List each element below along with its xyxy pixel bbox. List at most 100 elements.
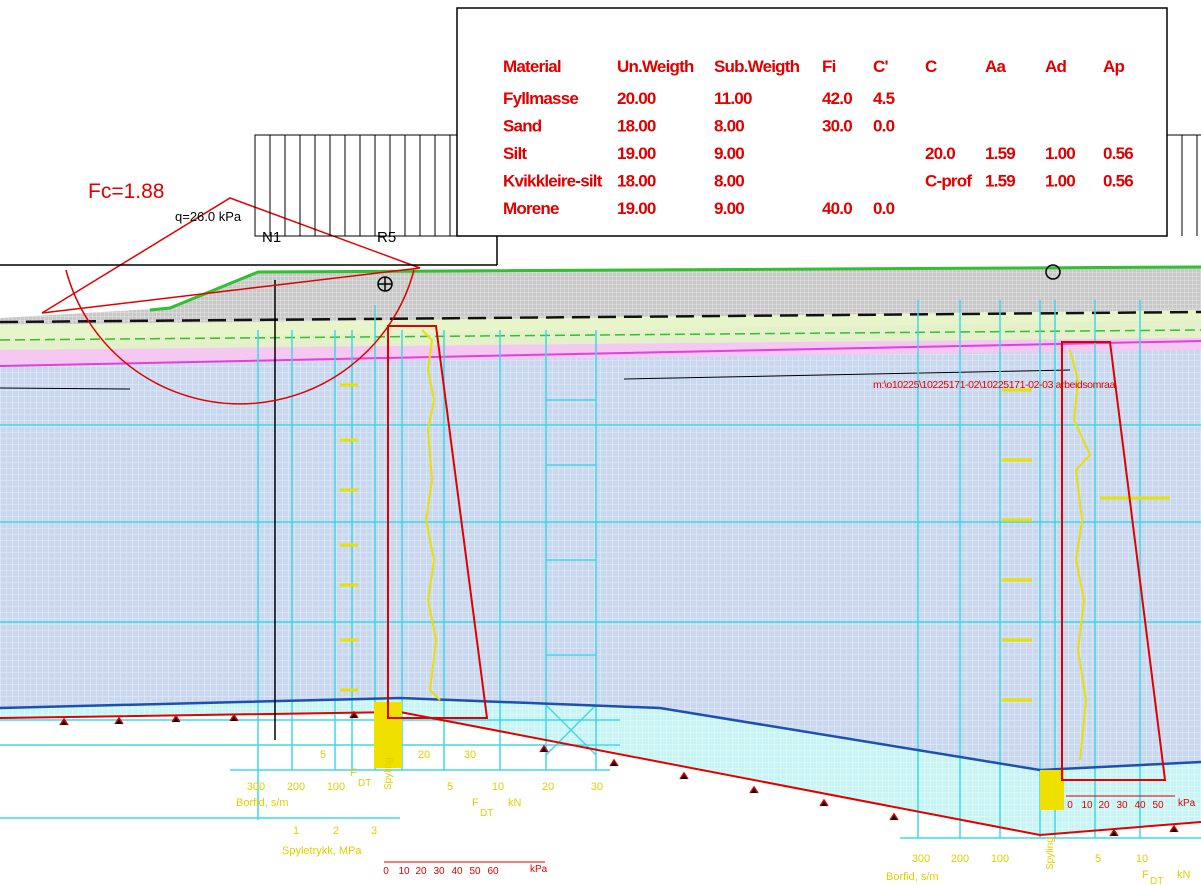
- borehole-symbol: [378, 277, 392, 291]
- table-cell: 40.0: [822, 199, 852, 218]
- tick-label: 300: [247, 781, 265, 793]
- table-header: Aa: [985, 57, 1006, 76]
- rock-line: [0, 696, 1201, 772]
- table-header: Material: [503, 57, 561, 76]
- table-cell: 1.00: [1045, 172, 1075, 191]
- table-cell: 18.00: [617, 117, 656, 136]
- tick-label: 0: [383, 866, 389, 877]
- axis-label: Spyletrykk, MPa: [282, 845, 362, 857]
- table-header: Sub.Weigth: [714, 57, 800, 76]
- tick-label: 10: [398, 866, 410, 877]
- borehole-label: R5: [377, 229, 396, 246]
- axis-label: F: [1142, 869, 1149, 881]
- table-cell: 8.00: [714, 172, 744, 191]
- tick-label: 5: [1095, 853, 1101, 865]
- tick-label: 20: [542, 781, 554, 793]
- table-cell: 1.59: [985, 144, 1015, 163]
- axis-label: kN: [508, 797, 522, 809]
- borehole-label: N1: [262, 229, 281, 246]
- axis-label: F: [350, 767, 357, 779]
- axis-label: Borfid, s/m: [236, 797, 289, 809]
- axis-label: DT: [358, 778, 371, 789]
- tick-label: 100: [991, 853, 1009, 865]
- axis-label: Spyling: [383, 757, 394, 790]
- tick-label: 30: [1116, 800, 1128, 811]
- table-cell: 1.59: [985, 172, 1015, 191]
- table-cell: 11.00: [714, 89, 752, 108]
- pink-boundary: [0, 340, 1201, 367]
- tick-label: 60: [487, 866, 499, 877]
- borehole-symbol: [1045, 264, 1061, 280]
- table-cell: 20.00: [617, 89, 656, 108]
- axis-label: DT: [1150, 876, 1163, 885]
- axis-label: F: [472, 797, 479, 809]
- slip-wedge: [41, 197, 421, 314]
- moraine-layer: [0, 698, 1201, 835]
- table-cell: C-prof: [925, 172, 972, 191]
- tick-label: 5: [320, 749, 326, 761]
- bedrock-line: [0, 710, 1201, 837]
- tick-label: 40: [451, 866, 463, 877]
- sounding-bar: [1040, 770, 1064, 810]
- table-cell: Morene: [503, 199, 559, 218]
- table-cell: Fyllmasse: [503, 89, 578, 108]
- silt-layer: [0, 310, 1201, 350]
- table-header: Ad: [1045, 57, 1066, 76]
- sounding-curve: [1069, 349, 1092, 761]
- groundwater-line: [0, 310, 1201, 324]
- table-header: Ap: [1103, 57, 1124, 76]
- table-cell: 18.00: [617, 172, 656, 191]
- table-header: Un.Weigth: [617, 57, 694, 76]
- tick-label: 30: [591, 781, 603, 793]
- table-cell: Sand: [503, 117, 542, 136]
- tick-label: 20: [415, 866, 427, 877]
- table-cell: 8.00: [714, 117, 744, 136]
- tick-label: 40: [1134, 800, 1146, 811]
- cyan-lines: [0, 300, 1201, 839]
- load-label: q=26.0 kPa: [175, 209, 242, 224]
- shear-strength-envelope: [1061, 341, 1167, 781]
- black-line: [0, 387, 131, 390]
- fill-layer: [0, 267, 1201, 325]
- table-cell: 30.0: [822, 117, 852, 136]
- tick-label: 0: [1067, 800, 1073, 811]
- axis-label: kN: [1177, 869, 1191, 881]
- table-cell: Kvikkleire-silt: [503, 172, 603, 191]
- table-cell: 19.00: [617, 144, 656, 163]
- axis-label: kPa: [530, 864, 548, 875]
- table-cell: 9.00: [714, 144, 744, 163]
- black-line: [623, 369, 1071, 380]
- table-cell: Silt: [503, 144, 527, 163]
- tick-label: 50: [1152, 800, 1164, 811]
- tick-label: 5: [447, 781, 453, 793]
- table-header: C: [925, 57, 937, 76]
- axis-label: Spyling: [1045, 837, 1056, 870]
- tick-label: 300: [912, 853, 930, 865]
- table-cell: 9.00: [714, 199, 744, 218]
- table-cell: 4.5: [873, 89, 895, 108]
- axis-label: kPa: [1178, 798, 1196, 809]
- tick-label: 50: [469, 866, 481, 877]
- green-dash: [0, 329, 1201, 341]
- axis-label: Borfid, s/m: [886, 871, 939, 883]
- table-header: C': [873, 57, 888, 76]
- table-header: Fi: [822, 57, 836, 76]
- tick-label: 1: [293, 825, 299, 837]
- sounding-steps: [340, 383, 1170, 702]
- slip-circle: [65, 269, 415, 405]
- file-path: m:\o10225\10225171-02\10225171-02-03 arb…: [873, 379, 1115, 391]
- table-cell: 20.0: [925, 144, 955, 163]
- table-cell: 0.0: [873, 199, 895, 218]
- safety-factor: Fc=1.88: [88, 180, 164, 203]
- table-cell: 19.00: [617, 199, 656, 218]
- sounding-curve: [421, 329, 441, 701]
- tick-label: 2: [333, 825, 339, 837]
- tick-label: 200: [287, 781, 305, 793]
- table-cell: 42.0: [822, 89, 852, 108]
- axis-label: DT: [480, 808, 493, 819]
- tick-label: 100: [327, 781, 345, 793]
- tick-label: 30: [433, 866, 445, 877]
- tick-label: 10: [1136, 853, 1148, 865]
- bedrock-ticks: [59, 710, 1179, 837]
